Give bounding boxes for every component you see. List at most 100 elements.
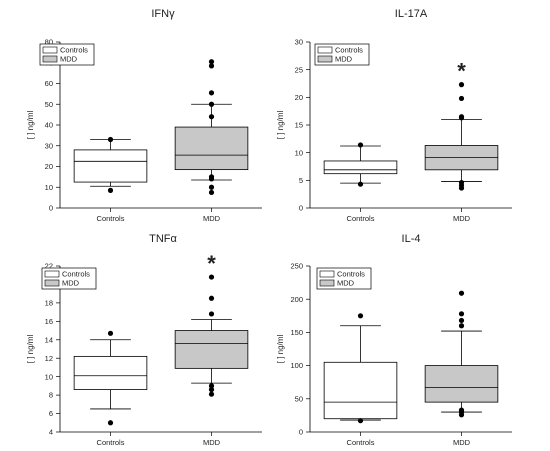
- panel-title: IL-17A: [395, 8, 428, 20]
- box-mdd: [424, 290, 499, 418]
- outlier-point: [458, 317, 465, 324]
- y-tick-label: 5: [299, 176, 303, 185]
- y-tick-label: 15: [295, 121, 303, 130]
- y-tick-label: 0: [299, 204, 303, 213]
- outlier-point: [458, 323, 465, 329]
- outlier-point: [208, 184, 215, 190]
- outlier-point: [107, 420, 114, 426]
- box-mdd: [424, 82, 499, 191]
- outlier-point: [208, 101, 215, 107]
- outlier-point: [208, 189, 215, 196]
- legend-label: Controls: [62, 270, 90, 279]
- box-controls: [73, 136, 148, 193]
- iqr-box: [174, 330, 249, 369]
- box-mdd: [174, 59, 249, 196]
- y-tick-label: 8: [49, 391, 53, 400]
- outlier-point: [458, 95, 465, 102]
- outlier-point: [208, 114, 215, 120]
- y-tick-label: 200: [290, 295, 303, 304]
- legend-swatch: [44, 279, 60, 287]
- box-controls: [323, 313, 398, 424]
- legend-swatch: [42, 55, 58, 63]
- y-tick-label: 14: [45, 335, 53, 344]
- outlier-point: [208, 391, 215, 397]
- outlier-point: [458, 82, 465, 88]
- y-axis-label: [ ] ng/ml: [26, 111, 35, 140]
- outlier-point: [107, 330, 114, 336]
- outlier-point: [208, 174, 215, 180]
- x-tick-label: MDD: [203, 438, 221, 447]
- y-tick-label: 18: [45, 298, 53, 307]
- outlier-point: [357, 313, 364, 319]
- iqr-box: [424, 365, 499, 403]
- outlier-point: [458, 114, 465, 120]
- outlier-point: [357, 181, 364, 187]
- iqr-box: [174, 126, 249, 171]
- y-tick-label: 10: [45, 372, 53, 381]
- legend-swatch: [42, 46, 58, 54]
- panel-2: TNFα46810121416182022[ ] ng/mlControlsMD…: [26, 233, 262, 447]
- outlier-point: [208, 383, 215, 389]
- outlier-point: [458, 407, 465, 413]
- y-axis-label: [ ] ng/ml: [26, 335, 35, 364]
- significance-marker: *: [207, 251, 216, 276]
- y-tick-label: 100: [290, 361, 303, 370]
- legend-label: Controls: [335, 46, 363, 55]
- y-tick-label: 50: [295, 394, 303, 403]
- iqr-box: [73, 149, 148, 183]
- y-tick-label: 4: [49, 428, 53, 437]
- iqr-box: [323, 160, 398, 175]
- panel-title: TNFα: [149, 233, 177, 245]
- iqr-box: [73, 355, 148, 390]
- legend-swatch: [44, 270, 60, 278]
- x-tick-label: Controls: [347, 214, 375, 223]
- panel-0: IFNγ01020304050607080[ ] ng/mlControlsMD…: [26, 8, 262, 223]
- y-tick-label: 150: [290, 328, 303, 337]
- outlier-point: [208, 386, 215, 393]
- x-tick-label: MDD: [453, 214, 471, 223]
- y-tick-label: 250: [290, 262, 303, 271]
- outlier-point: [208, 63, 215, 69]
- y-tick-label: 16: [45, 317, 53, 326]
- box-controls: [73, 330, 148, 426]
- box-controls: [323, 142, 398, 187]
- y-tick-label: 12: [45, 354, 53, 363]
- outlier-point: [107, 187, 114, 193]
- panel-title: IL-4: [402, 233, 421, 245]
- y-tick-label: 60: [45, 79, 53, 88]
- significance-marker: *: [457, 59, 466, 84]
- outlier-point: [208, 295, 215, 301]
- y-tick-label: 22: [45, 262, 53, 271]
- outlier-point: [208, 311, 215, 317]
- y-tick-label: 20: [295, 93, 303, 102]
- x-tick-label: Controls: [97, 438, 125, 447]
- x-tick-label: Controls: [347, 438, 375, 447]
- y-tick-label: 20: [45, 162, 53, 171]
- y-tick-label: 10: [45, 183, 53, 192]
- box-mdd: [174, 274, 249, 397]
- y-axis-label: [ ] ng/ml: [276, 111, 285, 140]
- outlier-point: [208, 90, 215, 96]
- y-tick-label: 50: [45, 100, 53, 109]
- y-tick-label: 80: [45, 38, 53, 47]
- iqr-box: [323, 361, 398, 420]
- x-tick-label: MDD: [453, 438, 471, 447]
- panel-title: IFNγ: [151, 8, 175, 20]
- outlier-point: [357, 418, 364, 424]
- legend-label: Controls: [60, 46, 88, 55]
- x-tick-label: Controls: [97, 214, 125, 223]
- outlier-point: [107, 136, 114, 143]
- legend-swatch: [317, 46, 333, 54]
- outlier-point: [208, 274, 215, 280]
- x-tick-label: MDD: [203, 214, 221, 223]
- y-tick-label: 25: [295, 65, 303, 74]
- outlier-point: [458, 290, 465, 296]
- legend-label: MDD: [337, 279, 355, 288]
- legend-label: MDD: [62, 279, 80, 288]
